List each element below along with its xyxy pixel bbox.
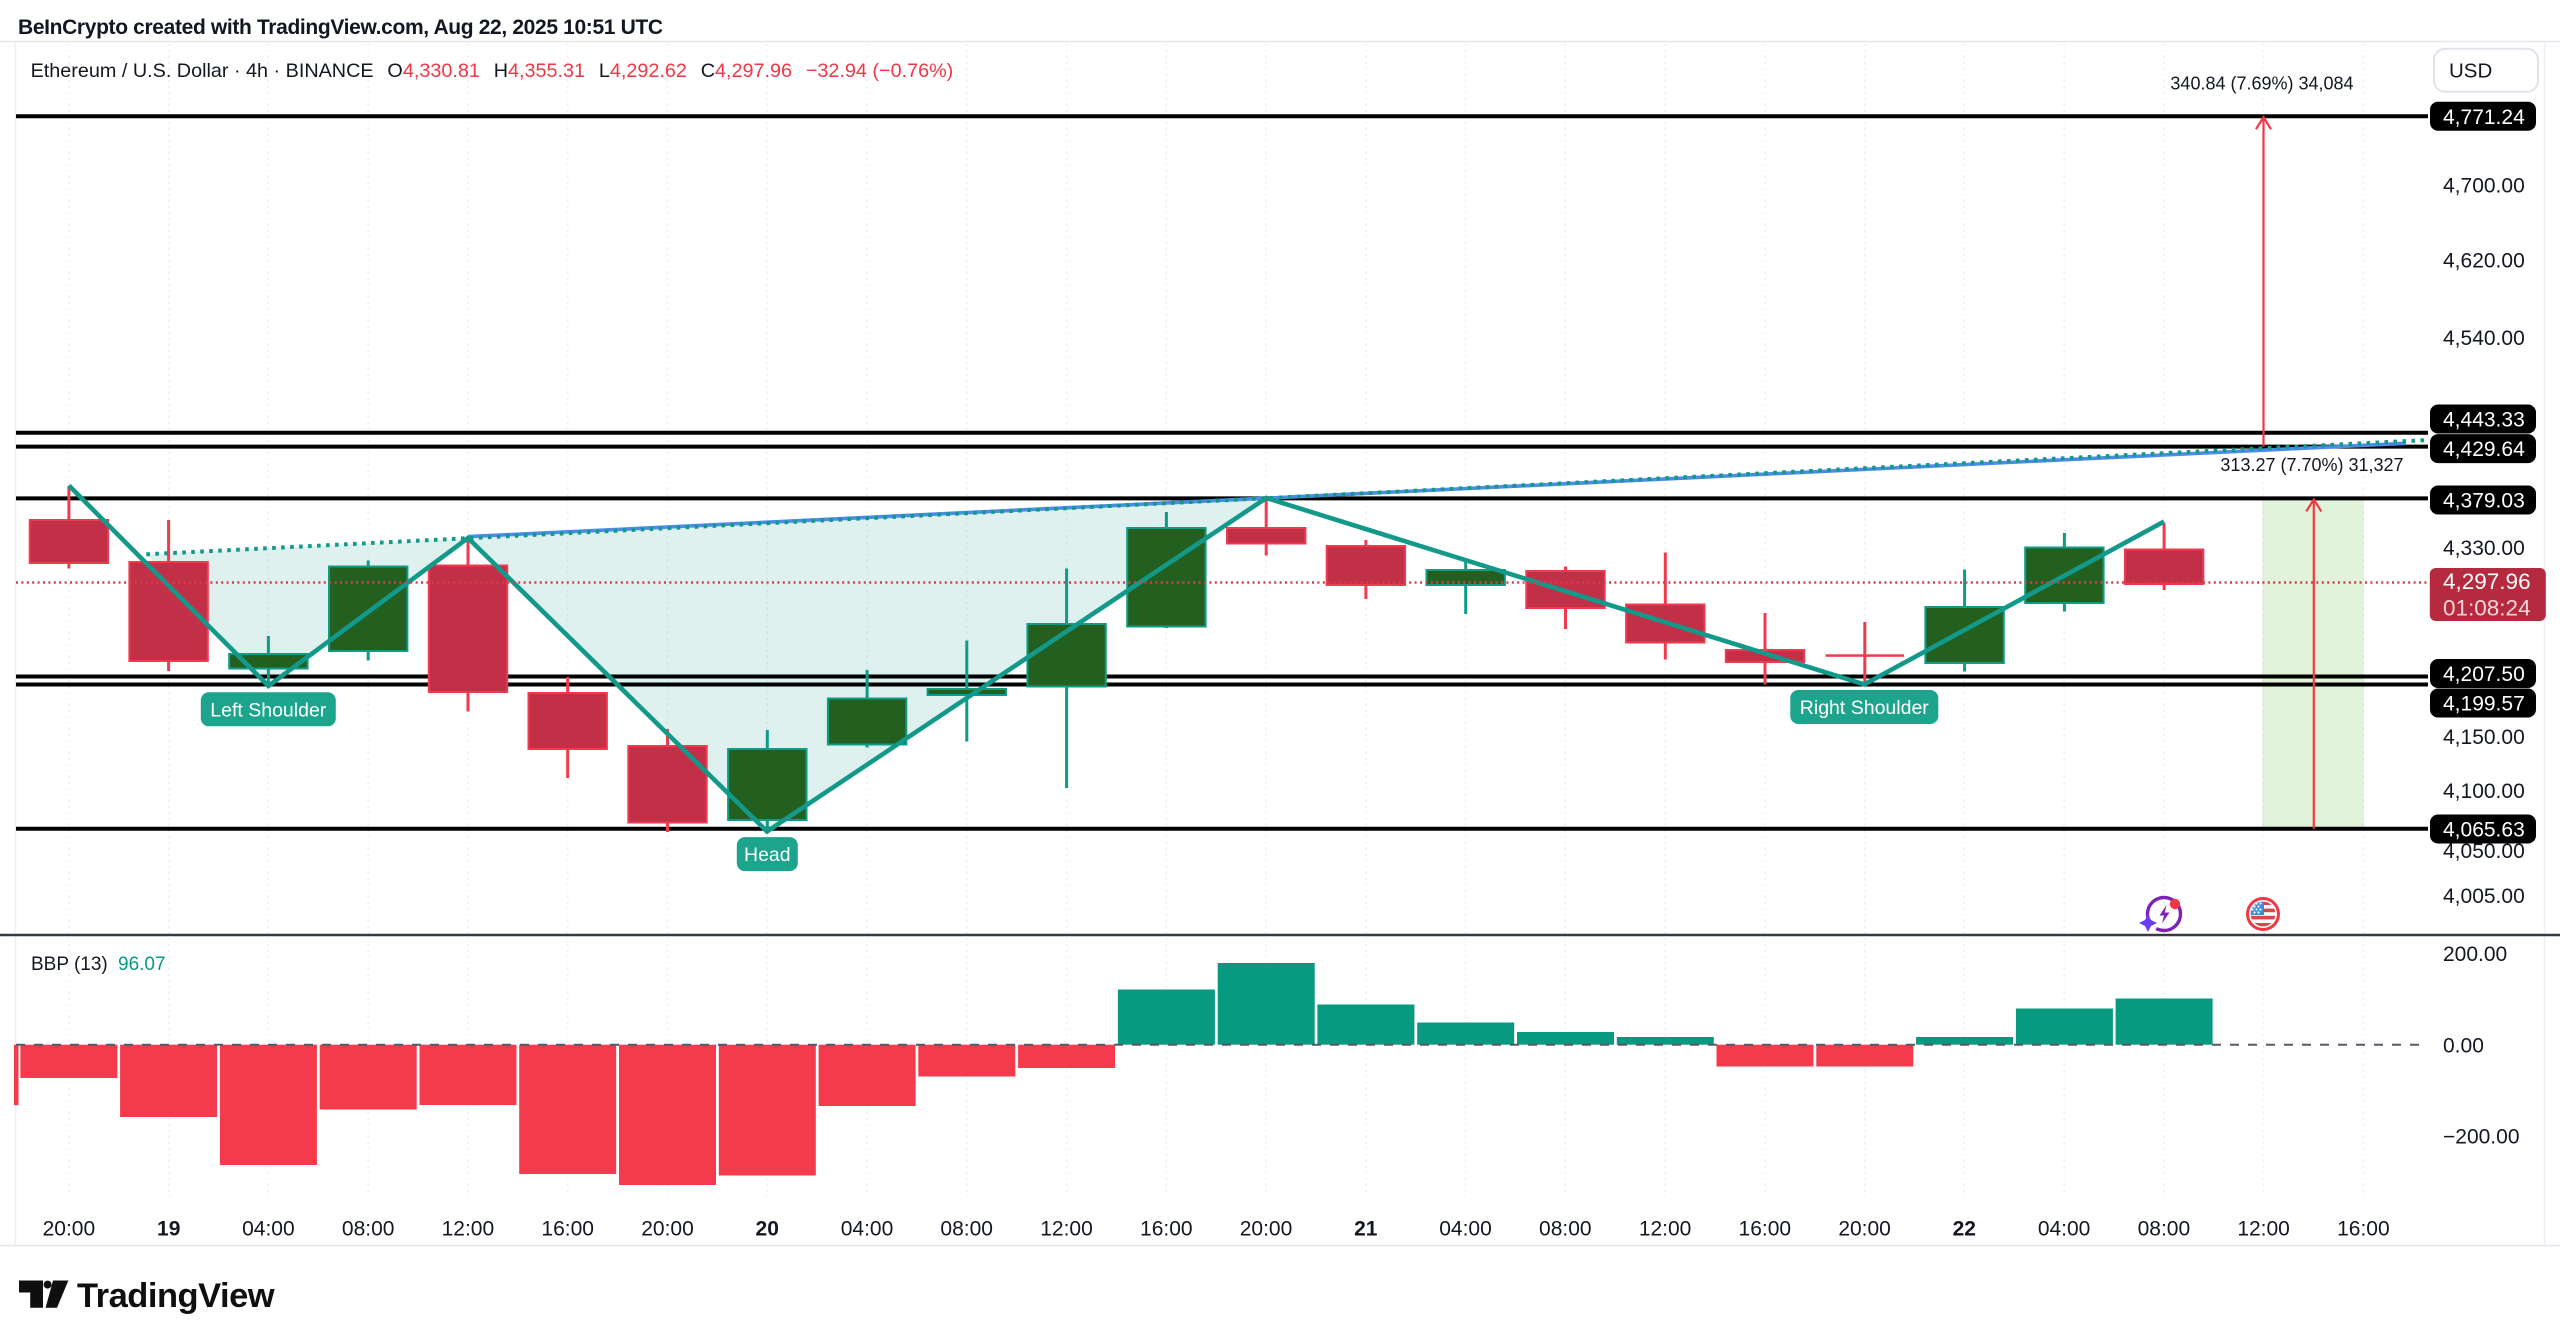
svg-text:4,065.63: 4,065.63 [2443, 819, 2525, 842]
svg-text:08:00: 08:00 [342, 1218, 395, 1241]
svg-text:04:00: 04:00 [242, 1218, 295, 1241]
svg-text:BBP (13): BBP (13) [31, 954, 108, 975]
svg-text:313.27 (7.70%) 31,327: 313.27 (7.70%) 31,327 [2220, 455, 2403, 475]
svg-text:200.00: 200.00 [2443, 943, 2507, 966]
svg-text:4,429.64: 4,429.64 [2443, 438, 2525, 461]
svg-text:08:00: 08:00 [940, 1218, 993, 1241]
svg-text:4,379.03: 4,379.03 [2443, 490, 2525, 513]
svg-text:4,100.00: 4,100.00 [2443, 780, 2525, 803]
svg-text:340.84 (7.69%) 34,084: 340.84 (7.69%) 34,084 [2170, 74, 2353, 94]
svg-text:4,207.50: 4,207.50 [2443, 663, 2525, 686]
svg-text:04:00: 04:00 [1439, 1218, 1492, 1241]
svg-text:16:00: 16:00 [541, 1218, 594, 1241]
svg-text:4,199.57: 4,199.57 [2443, 693, 2525, 716]
svg-text:21: 21 [1354, 1218, 1378, 1241]
svg-text:4,297.96: 4,297.96 [2443, 569, 2531, 594]
svg-text:20:00: 20:00 [1838, 1218, 1891, 1241]
svg-text:Left Shoulder: Left Shoulder [210, 699, 327, 721]
svg-text:4,005.00: 4,005.00 [2443, 885, 2525, 908]
svg-text:4,443.33: 4,443.33 [2443, 409, 2525, 432]
svg-text:4,050.00: 4,050.00 [2443, 840, 2525, 863]
svg-text:16:00: 16:00 [1140, 1218, 1193, 1241]
svg-text:BeInCrypto created with Tradin: BeInCrypto created with TradingView.com,… [18, 16, 663, 39]
svg-text:12:00: 12:00 [442, 1218, 495, 1241]
svg-text:20: 20 [756, 1218, 779, 1241]
svg-text:16:00: 16:00 [2337, 1218, 2390, 1241]
svg-text:20:00: 20:00 [1240, 1218, 1293, 1241]
svg-text:4,330.00: 4,330.00 [2443, 537, 2525, 560]
svg-text:20:00: 20:00 [43, 1218, 96, 1241]
svg-text:−200.00: −200.00 [2443, 1126, 2520, 1149]
svg-text:4,771.24: 4,771.24 [2443, 106, 2525, 129]
svg-text:4,620.00: 4,620.00 [2443, 250, 2525, 273]
svg-text:Ethereum / U.S. Dollar · 4h ·: Ethereum / U.S. Dollar · 4h · BINANCE O4… [31, 60, 954, 82]
svg-text:96.07: 96.07 [118, 954, 166, 975]
svg-text:TradingView: TradingView [77, 1277, 275, 1315]
svg-text:4,150.00: 4,150.00 [2443, 726, 2525, 749]
svg-text:19: 19 [157, 1218, 180, 1241]
svg-text:20:00: 20:00 [641, 1218, 694, 1241]
svg-text:4,540.00: 4,540.00 [2443, 327, 2525, 350]
svg-text:USD: USD [2449, 60, 2492, 83]
svg-text:4,700.00: 4,700.00 [2443, 175, 2525, 198]
svg-text:08:00: 08:00 [2138, 1218, 2191, 1241]
svg-text:Right Shoulder: Right Shoulder [1800, 697, 1930, 719]
svg-text:22: 22 [1953, 1218, 1976, 1241]
svg-text:12:00: 12:00 [1639, 1218, 1692, 1241]
svg-text:12:00: 12:00 [2237, 1218, 2290, 1241]
svg-text:0.00: 0.00 [2443, 1034, 2484, 1057]
svg-text:Head: Head [744, 844, 791, 866]
svg-text:16:00: 16:00 [1739, 1218, 1792, 1241]
svg-text:04:00: 04:00 [841, 1218, 894, 1241]
svg-text:01:08:24: 01:08:24 [2443, 596, 2531, 621]
svg-text:12:00: 12:00 [1040, 1218, 1093, 1241]
svg-text:08:00: 08:00 [1539, 1218, 1592, 1241]
svg-text:04:00: 04:00 [2038, 1218, 2091, 1241]
